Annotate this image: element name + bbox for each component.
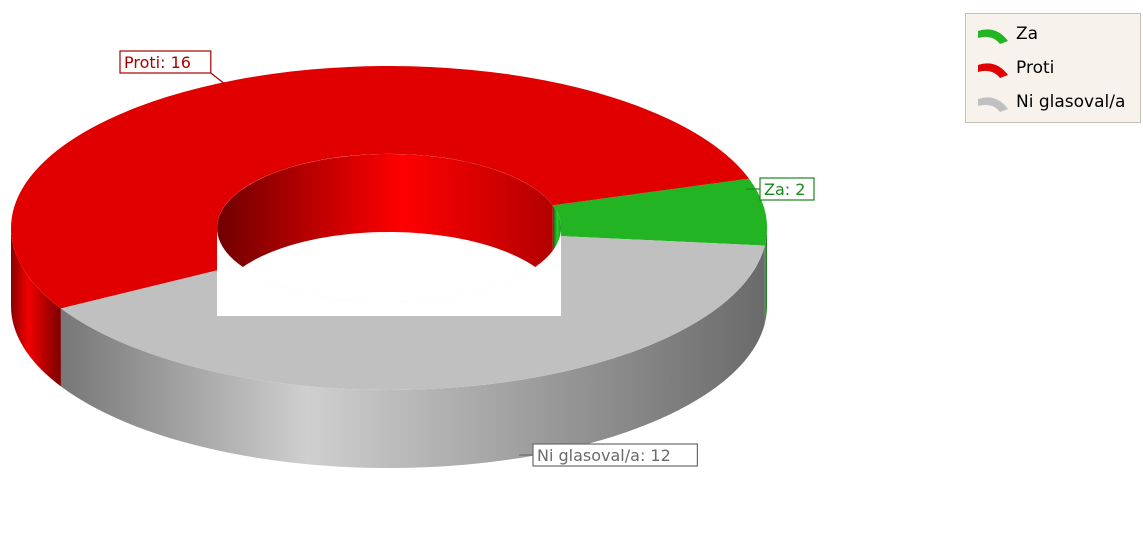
legend-swatch-ni-glasoval xyxy=(978,97,1008,112)
legend-label-ni-glasoval: Ni glasoval/a xyxy=(1016,92,1126,112)
legend-item-proti: Proti xyxy=(976,56,1054,80)
outer-wall-0 xyxy=(764,228,768,324)
data-label-proti: Proti: 16 xyxy=(124,53,191,72)
data-labels-layer: Proti: 16 Za: 2 Ni glasoval/a: 12 xyxy=(119,50,815,467)
legend-swatch-za xyxy=(978,29,1008,44)
legend-swatch-proti xyxy=(978,63,1008,78)
leader-line-1 xyxy=(210,72,226,85)
legend-label-za: Za xyxy=(1016,24,1039,44)
outer-wall-1 xyxy=(11,228,61,387)
legend-item-ni-glasoval: Ni glasoval/a xyxy=(976,90,1125,114)
slices-layer xyxy=(11,66,768,469)
outer-wall-2 xyxy=(60,245,765,469)
data-label-box-1 xyxy=(119,50,212,74)
legend-label-proti: Proti xyxy=(1016,58,1055,78)
slice-proti xyxy=(11,66,750,309)
legend: Za Proti Ni glasoval/a xyxy=(965,13,1141,123)
hole-floor xyxy=(217,228,561,316)
data-label-ni-glasoval: Ni glasoval/a: 12 xyxy=(537,446,671,465)
data-label-za: Za: 2 xyxy=(764,180,805,199)
data-label-box-0 xyxy=(759,177,815,201)
legend-item-za: Za xyxy=(976,22,1038,46)
data-label-box-2 xyxy=(532,443,698,467)
slice-za xyxy=(552,178,768,246)
inner-wall-1 xyxy=(216,153,553,306)
